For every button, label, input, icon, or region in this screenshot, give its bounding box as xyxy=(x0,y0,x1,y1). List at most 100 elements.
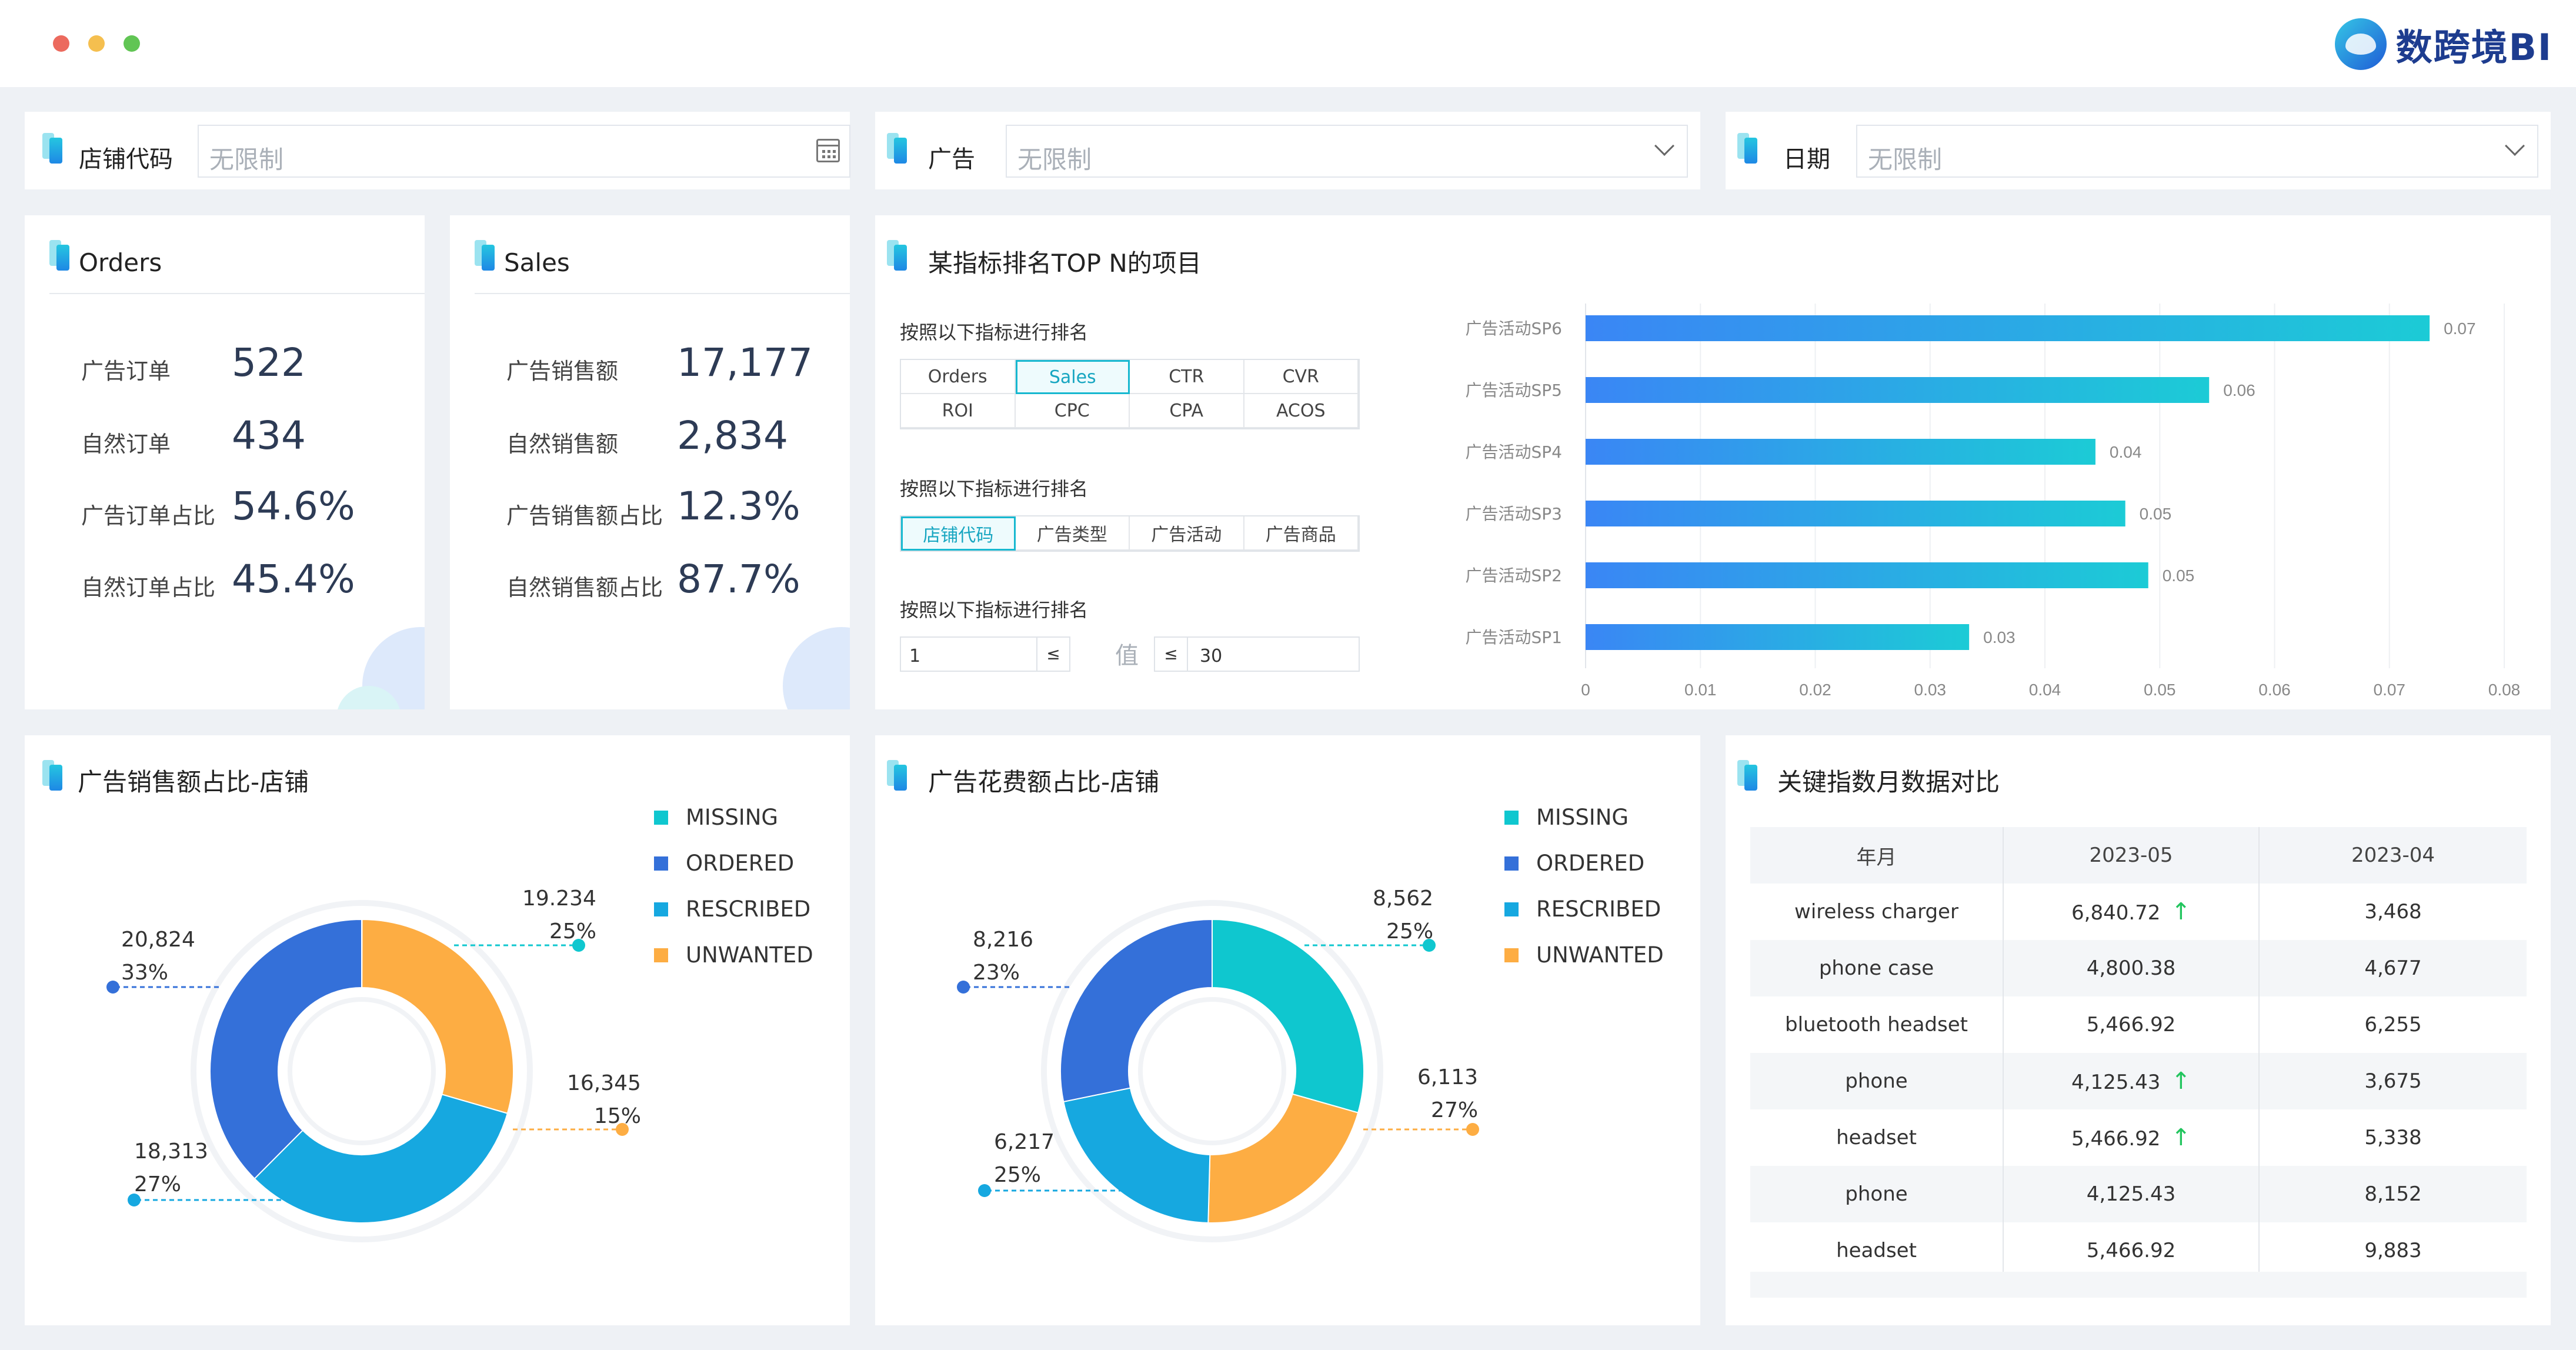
value-2023-05: 5,466.92 ↑ xyxy=(2003,1109,2260,1166)
dimension-option[interactable]: 店铺代码 xyxy=(901,516,1016,551)
bar[interactable] xyxy=(1586,501,2125,526)
callout-dot xyxy=(957,981,970,994)
slice-label: 19.234 25% xyxy=(522,882,596,948)
minimize-window-button[interactable] xyxy=(88,35,105,52)
metric-option-ctr[interactable]: CTR xyxy=(1130,360,1244,394)
range-from-input[interactable]: 1 ≤ xyxy=(900,636,1070,672)
slice-value: 16,345 xyxy=(567,1071,641,1095)
row-name: phone xyxy=(1750,1166,2004,1222)
column-header[interactable]: 年月 xyxy=(1750,827,2004,884)
cell-value: 5,466.92 xyxy=(2086,1239,2176,1262)
table-row[interactable]: phone 4,125.43 ↑ 3,675 xyxy=(1750,1053,2527,1109)
column-header[interactable]: 2023-04 xyxy=(2259,827,2527,884)
bar[interactable] xyxy=(1586,377,2210,403)
legend-label: ORDERED xyxy=(1536,851,1645,876)
trend-up-icon: ↑ xyxy=(2171,898,2191,925)
bar[interactable] xyxy=(1586,624,1970,650)
donut-slice-unwanted[interactable] xyxy=(1207,1093,1359,1224)
y-category-label: 广告活动SP6 xyxy=(1466,319,1562,338)
legend-label: MISSING xyxy=(686,805,779,830)
cell-value: 5,466.92 xyxy=(2086,1013,2176,1036)
dimension-option[interactable]: 广告活动 xyxy=(1130,516,1244,551)
cell-value: 4,125.43 xyxy=(2086,1182,2176,1206)
card-title-icon xyxy=(887,240,908,271)
legend-item-ordered[interactable]: ORDERED xyxy=(654,851,794,876)
legend-label: MISSING xyxy=(1536,805,1629,830)
donut-slice-unwanted[interactable] xyxy=(361,918,514,1114)
legend-item-missing[interactable]: MISSING xyxy=(1504,805,1629,830)
chevron-down-icon[interactable] xyxy=(1654,136,1674,156)
slice-label: 16,345 15% xyxy=(567,1067,641,1133)
row-name: headset xyxy=(1750,1222,2004,1279)
kpi-label: 自然销售额 xyxy=(506,431,619,457)
table-row[interactable]: bluetooth headset 5,466.92 6,255 xyxy=(1750,996,2527,1053)
donut-slice-rescribed[interactable] xyxy=(253,1094,509,1224)
bar[interactable] xyxy=(1586,439,2095,465)
legend-item-ordered[interactable]: ORDERED xyxy=(1504,851,1644,876)
filter-date-select[interactable]: 无限制 xyxy=(1856,125,2538,178)
sales-title: Sales xyxy=(504,248,570,277)
kpi-label: 广告订单占比 xyxy=(81,503,216,529)
slice-value: 6,113 xyxy=(1417,1065,1479,1089)
legend-swatch xyxy=(654,856,668,871)
range-value-label: 值 xyxy=(1115,642,1139,669)
filter-ad-select[interactable]: 无限制 xyxy=(1006,125,1688,178)
metric-option-orders[interactable]: Orders xyxy=(901,360,1016,394)
x-tick-label: 0 xyxy=(1581,681,1590,699)
bar[interactable] xyxy=(1586,315,2430,341)
table-row[interactable]: headset 5,466.92 9,883 xyxy=(1750,1222,2527,1279)
app-logo: 数跨境BI xyxy=(2334,18,2552,71)
metric-option-cvr[interactable]: CVR xyxy=(1244,360,1359,394)
x-tick-label: 0.07 xyxy=(2374,681,2406,699)
metric-option-cpa[interactable]: CPA xyxy=(1130,394,1244,428)
table-row[interactable]: phone 4,125.43 8,152 xyxy=(1750,1166,2527,1222)
dimension-option[interactable]: 广告类型 xyxy=(1015,516,1130,551)
maximize-window-button[interactable] xyxy=(124,35,140,52)
value-2023-04: 9,883 xyxy=(2364,1239,2422,1262)
cell-value: 4,800.38 xyxy=(2086,956,2176,980)
value-2023-04: 8,152 xyxy=(2259,1166,2527,1222)
range-op-2[interactable]: ≤ xyxy=(1155,638,1188,671)
row-name: phone case xyxy=(1750,940,2004,996)
legend-item-rescribed[interactable]: RESCRIBED xyxy=(1504,896,1661,922)
topn-card: 某指标排名TOP N的项目 按照以下指标进行排名 Orders Sales CTR C… xyxy=(875,215,2551,709)
ad-sales-donut-chart xyxy=(106,900,629,1242)
monthly-compare-card: 关键指数月数据对比 年月 2023-05 2023-04 wireless ch… xyxy=(1726,735,2551,1325)
legend-item-missing[interactable]: MISSING xyxy=(654,805,778,830)
legend-item-rescribed[interactable]: RESCRIBED xyxy=(654,896,810,922)
bar[interactable] xyxy=(1586,562,2148,588)
table-row[interactable]: wireless charger 6,840.72 ↑ 3,468 xyxy=(1750,884,2527,940)
legend-swatch xyxy=(1504,948,1519,962)
filter-shop-input[interactable]: 无限制 xyxy=(198,125,850,178)
value-2023-04: 3,675 xyxy=(2259,1053,2527,1109)
metric-option-roi[interactable]: ROI xyxy=(901,394,1016,428)
dimension-option[interactable]: 广告商品 xyxy=(1244,516,1359,551)
donut-slice-ordered[interactable] xyxy=(209,918,362,1180)
metric-option-sales[interactable]: Sales xyxy=(1015,360,1130,394)
row-name: bluetooth headset xyxy=(1750,996,2004,1053)
donut-slice-missing[interactable] xyxy=(1212,918,1364,1114)
table-row[interactable]: phone case 4,800.38 4,677 xyxy=(1750,940,2527,996)
kpi-label: 广告订单 xyxy=(81,358,171,384)
legend-item-unwanted[interactable]: UNWANTED xyxy=(654,942,813,968)
chevron-down-icon[interactable] xyxy=(2505,136,2525,156)
column-header[interactable]: 2023-05 xyxy=(2003,827,2260,884)
sort-label: 按照以下指标进行排名 xyxy=(900,599,1089,621)
donut-slice-rescribed[interactable] xyxy=(1063,1087,1211,1224)
sales-card: Sales 广告销售额 17,177 自然销售额 2,834 广告销售额占比 1… xyxy=(450,215,850,709)
range-to-input[interactable]: ≤ 30 xyxy=(1154,636,1360,672)
slice-value: 8,562 xyxy=(1373,886,1434,911)
value-2023-04: 6,255 xyxy=(2364,1013,2422,1036)
calendar-icon[interactable] xyxy=(816,139,840,162)
range-op-1[interactable]: ≤ xyxy=(1036,638,1069,671)
donut-slice-ordered[interactable] xyxy=(1060,918,1213,1103)
table-row[interactable]: headset 5,466.92 ↑ 5,338 xyxy=(1750,1109,2527,1166)
table-header-row: 年月 2023-05 2023-04 xyxy=(1750,827,2527,884)
metric-option-cpc[interactable]: CPC xyxy=(1015,394,1130,428)
callout-dot xyxy=(1466,1123,1479,1136)
metric-option-acos[interactable]: ACOS xyxy=(1244,394,1359,428)
close-window-button[interactable] xyxy=(53,35,69,52)
callout-dot xyxy=(106,981,119,994)
filter-shop-value: 无限制 xyxy=(209,145,284,174)
legend-item-unwanted[interactable]: UNWANTED xyxy=(1504,942,1664,968)
